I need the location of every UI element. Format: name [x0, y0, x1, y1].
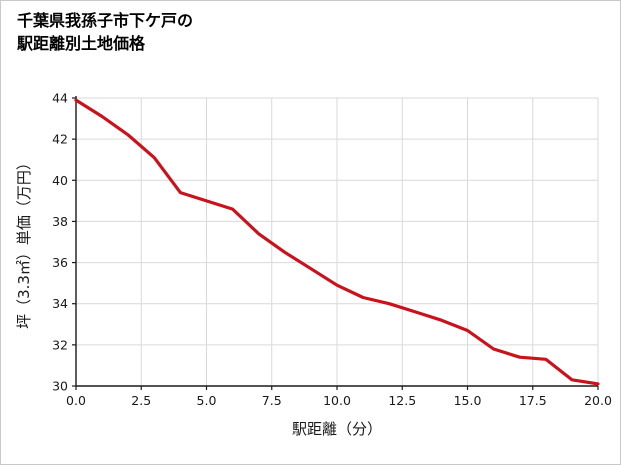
y-tick-label: 38: [52, 214, 68, 229]
x-tick-label: 0.0: [66, 393, 86, 408]
chart-title-line2: 駅距離別土地価格: [17, 34, 146, 54]
y-tick-label: 36: [52, 255, 68, 270]
x-tick-label: 5.0: [197, 393, 217, 408]
y-tick-label: 34: [52, 296, 68, 311]
y-axis-label: 坪（3.3㎡）単価（万円）: [15, 155, 33, 329]
price-line-series: [74, 98, 600, 386]
x-tick-label: 12.5: [388, 393, 416, 408]
y-tick-label: 44: [52, 91, 68, 106]
chart-title-line1: 千葉県我孫子市下ケ戸の: [17, 11, 194, 30]
chart-title: 千葉県我孫子市下ケ戸の 駅距離別土地価格: [17, 9, 193, 55]
y-tick-label: 30: [52, 379, 68, 394]
x-axis-label: 駅距離（分）: [292, 420, 382, 438]
y-tick-label: 42: [52, 132, 68, 147]
x-tick-label: 7.5: [262, 393, 282, 408]
x-tick-label: 10.0: [323, 393, 351, 408]
x-tick-label: 17.5: [519, 393, 547, 408]
x-tick-label: 20.0: [584, 393, 612, 408]
y-tick-label: 40: [52, 173, 68, 188]
x-tick-label: 15.0: [454, 393, 482, 408]
y-tick-label: 32: [52, 337, 68, 352]
x-tick-label: 2.5: [131, 393, 151, 408]
